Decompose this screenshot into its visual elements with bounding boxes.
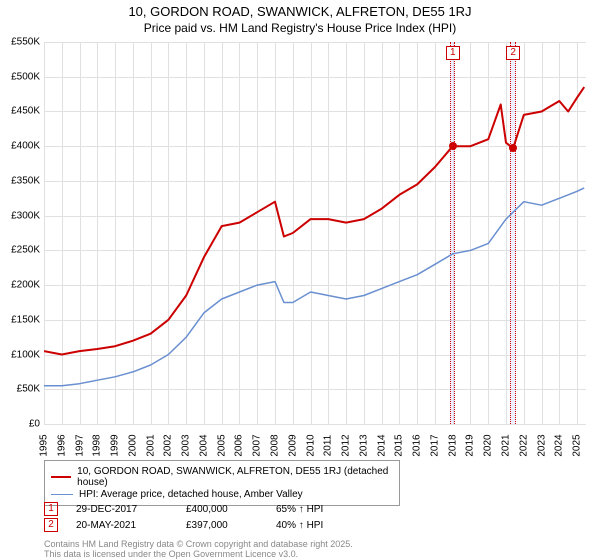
x-tick-label: 2019 <box>465 434 476 456</box>
x-tick-label: 2013 <box>358 434 369 456</box>
event-date: 29-DEC-2017 <box>76 504 186 515</box>
event-row: 1 29-DEC-2017£400,00065% ↑ HPI <box>44 502 323 516</box>
y-tick-label: £50K <box>17 384 40 395</box>
y-tick-label: £300K <box>11 210 40 221</box>
legend-swatch <box>51 494 73 495</box>
event-date: 20-MAY-2021 <box>76 520 186 531</box>
x-tick-label: 2025 <box>572 434 583 456</box>
legend-label: 10, GORDON ROAD, SWANWICK, ALFRETON, DE5… <box>77 466 393 488</box>
event-index: 1 <box>44 502 58 516</box>
x-tick-label: 2021 <box>501 434 512 456</box>
x-tick-label: 2017 <box>429 434 440 456</box>
line-plot <box>44 42 586 424</box>
x-tick-label: 2011 <box>323 435 334 457</box>
gridline <box>44 424 586 425</box>
x-tick-label: 2006 <box>234 434 245 456</box>
x-tick-label: 2012 <box>341 434 352 456</box>
y-tick-label: £250K <box>11 245 40 256</box>
y-tick-label: £350K <box>11 175 40 186</box>
event-row: 2 20-MAY-2021£397,00040% ↑ HPI <box>44 518 323 532</box>
x-tick-label: 2004 <box>198 434 209 456</box>
x-tick-label: 2003 <box>181 434 192 456</box>
y-tick-label: £400K <box>11 141 40 152</box>
x-tick-label: 1995 <box>39 434 50 456</box>
events-table: 1 29-DEC-2017£400,00065% ↑ HPI 2 20-MAY-202… <box>44 500 323 534</box>
event-price: £400,000 <box>186 504 276 515</box>
legend-label: HPI: Average price, detached house, Ambe… <box>79 489 303 500</box>
y-tick-label: £450K <box>11 106 40 117</box>
y-tick-label: £100K <box>11 349 40 360</box>
x-tick-label: 2009 <box>287 434 298 456</box>
x-tick-label: 2008 <box>270 434 281 456</box>
x-tick-label: 2024 <box>554 434 565 456</box>
event-pct: 40% ↑ HPI <box>276 520 323 531</box>
series-property <box>44 87 584 354</box>
y-tick-label: £150K <box>11 314 40 325</box>
event-price: £397,000 <box>186 520 276 531</box>
x-tick-label: 2020 <box>483 434 494 456</box>
x-tick-label: 2001 <box>145 434 156 456</box>
x-tick-label: 2015 <box>394 434 405 456</box>
x-tick-label: 2000 <box>127 434 138 456</box>
y-tick-label: £500K <box>11 71 40 82</box>
x-tick-label: 1997 <box>74 434 85 456</box>
x-tick-label: 2022 <box>518 434 529 456</box>
x-tick-label: 2018 <box>447 434 458 456</box>
legend-row: HPI: Average price, detached house, Ambe… <box>51 489 393 500</box>
footnote: Contains HM Land Registry data © Crown c… <box>44 540 353 560</box>
x-tick-label: 1999 <box>110 434 121 456</box>
x-tick-label: 2016 <box>412 434 423 456</box>
event-index: 2 <box>44 518 58 532</box>
x-tick-label: 2007 <box>252 434 263 456</box>
plot-area: 12 <box>44 42 586 424</box>
legend-row: 10, GORDON ROAD, SWANWICK, ALFRETON, DE5… <box>51 466 393 488</box>
x-tick-label: 2002 <box>163 434 174 456</box>
event-pct: 65% ↑ HPI <box>276 504 323 515</box>
chart-title: 10, GORDON ROAD, SWANWICK, ALFRETON, DE5… <box>0 4 600 19</box>
x-tick-label: 1996 <box>56 434 67 456</box>
chart-subtitle: Price paid vs. HM Land Registry's House … <box>0 21 600 35</box>
series-hpi <box>44 188 584 386</box>
x-tick-label: 2014 <box>376 434 387 456</box>
chart-container: 10, GORDON ROAD, SWANWICK, ALFRETON, DE5… <box>0 0 600 560</box>
footnote-line: This data is licensed under the Open Gov… <box>44 550 353 560</box>
x-tick-label: 2023 <box>536 434 547 456</box>
y-tick-label: £200K <box>11 280 40 291</box>
title-block: 10, GORDON ROAD, SWANWICK, ALFRETON, DE5… <box>0 0 600 35</box>
y-tick-label: £0 <box>29 419 40 430</box>
legend-swatch <box>51 476 71 478</box>
y-tick-label: £550K <box>11 37 40 48</box>
x-tick-label: 2010 <box>305 434 316 456</box>
x-tick-label: 1998 <box>92 434 103 456</box>
x-tick-label: 2005 <box>216 434 227 456</box>
